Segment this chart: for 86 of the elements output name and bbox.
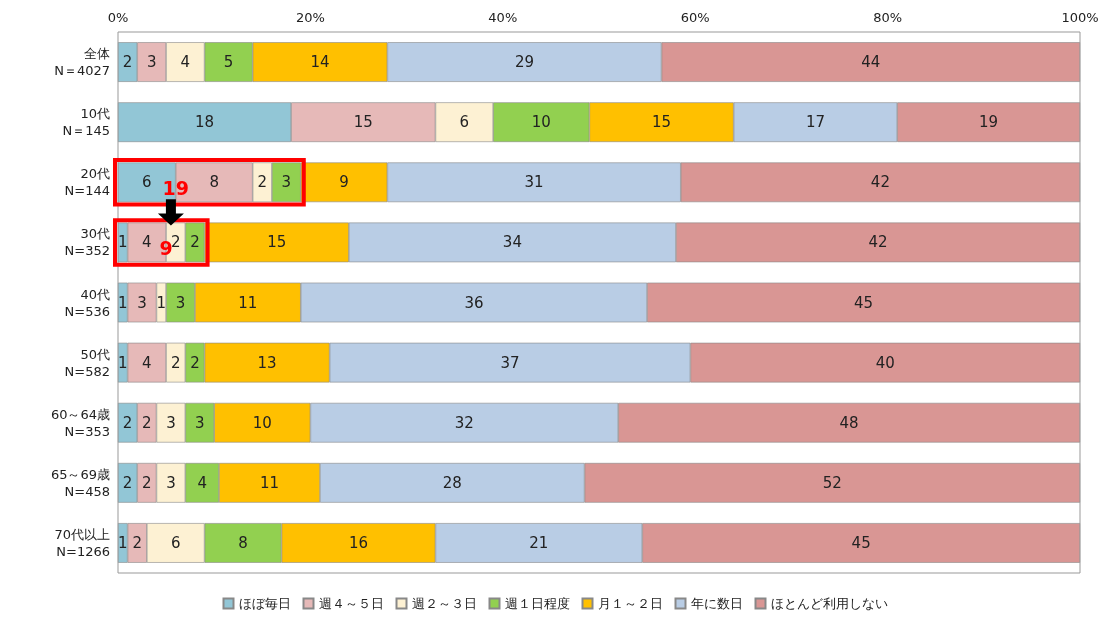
data-label: 2	[142, 473, 152, 492]
data-label: 3	[281, 173, 292, 192]
data-label: 10	[252, 413, 272, 432]
data-label: 15	[267, 233, 287, 252]
y-tick-label: 65～69歳 N=458	[50, 466, 110, 499]
data-label: 2	[122, 473, 133, 492]
legend-label: ほとんど利用しない	[770, 596, 888, 611]
data-label: 37	[500, 353, 520, 372]
data-label: 32	[454, 413, 474, 432]
x-tick-label: 100%	[1061, 10, 1099, 25]
x-tick-label: 60%	[680, 10, 710, 25]
x-tick-label: 20%	[295, 10, 325, 25]
data-label: 3	[166, 413, 176, 432]
data-label: 3	[175, 293, 186, 312]
data-label: 1	[118, 233, 128, 252]
data-label: 52	[822, 473, 842, 492]
y-tick-label: 40代 N=536	[64, 286, 110, 319]
data-label: 6	[459, 113, 470, 132]
data-label: 8	[238, 533, 248, 552]
legend-label: 年に数日	[690, 596, 743, 611]
data-label: 44	[861, 53, 881, 72]
y-tick-label: 50代 N=582	[64, 346, 110, 379]
data-label: 4	[142, 233, 152, 252]
data-label: 45	[851, 533, 871, 552]
legend-label: 週４～５日	[318, 596, 384, 611]
data-label: 2	[190, 353, 200, 372]
data-label: 1	[156, 293, 167, 312]
data-label: 45	[854, 293, 874, 312]
data-label: 2	[122, 413, 133, 432]
data-label: 42	[868, 233, 888, 252]
data-label: 3	[146, 53, 157, 72]
data-label: 4	[180, 53, 191, 72]
x-tick-label: 0%	[107, 10, 129, 25]
x-tick-label: 80%	[873, 10, 903, 25]
data-label: 16	[348, 533, 369, 552]
legend-label: 月１～２日	[597, 596, 663, 611]
data-label: 21	[529, 533, 549, 552]
data-label: 1	[118, 353, 128, 372]
legend-label: 週１日程度	[504, 596, 570, 611]
data-label: 9	[339, 173, 349, 192]
data-label: 2	[257, 173, 268, 192]
data-label: 2	[122, 53, 133, 72]
y-tick-label: 30代 N=352	[64, 226, 110, 259]
data-label: 5	[223, 53, 234, 72]
data-label: 1	[118, 533, 128, 552]
data-label: 10	[531, 113, 551, 132]
data-label: 4	[197, 473, 207, 492]
y-tick-label: 10代 N＝145	[62, 106, 110, 139]
data-label: 2	[142, 413, 152, 432]
data-label: 40	[875, 353, 895, 372]
y-tick-label: 60～64歳 N=353	[50, 406, 110, 439]
data-label: 3	[137, 293, 147, 312]
data-label: 13	[257, 353, 277, 372]
y-tick-label: 全体 N＝4027	[54, 46, 110, 79]
y-tick-label: 20代 N=144	[64, 166, 110, 199]
data-label: 11	[238, 293, 258, 312]
data-label: 2	[170, 353, 181, 372]
y-tick-label: 70代以上 N=1266	[54, 526, 110, 559]
data-label: 11	[259, 473, 280, 492]
x-tick-label: 40%	[488, 10, 518, 25]
data-label: 14	[310, 53, 330, 72]
data-label: 15	[651, 113, 672, 132]
data-label: 2	[132, 533, 143, 552]
data-label: 34	[502, 233, 522, 252]
data-label: 42	[870, 173, 890, 192]
annotation: 19	[162, 177, 189, 200]
data-label: 17	[805, 113, 825, 132]
data-label: 15	[353, 113, 373, 132]
data-label: 29	[514, 53, 534, 72]
data-label: 36	[464, 293, 484, 312]
data-label: 8	[209, 173, 219, 192]
data-label: 48	[839, 413, 859, 432]
data-label: 28	[442, 473, 462, 492]
data-label: 3	[166, 473, 176, 492]
data-label: 18	[195, 113, 215, 132]
legend-label: 週２～３日	[411, 596, 477, 611]
data-label: 1	[118, 293, 128, 312]
data-label: 3	[195, 413, 205, 432]
data-label: 19	[979, 113, 999, 132]
data-label: 6	[170, 533, 181, 552]
data-label: 6	[142, 173, 152, 192]
data-label: 4	[142, 353, 152, 372]
data-label: 31	[524, 173, 544, 192]
data-label: 2	[190, 233, 200, 252]
annotation: 9	[159, 237, 173, 260]
legend-label: ほぼ毎日	[238, 596, 291, 611]
